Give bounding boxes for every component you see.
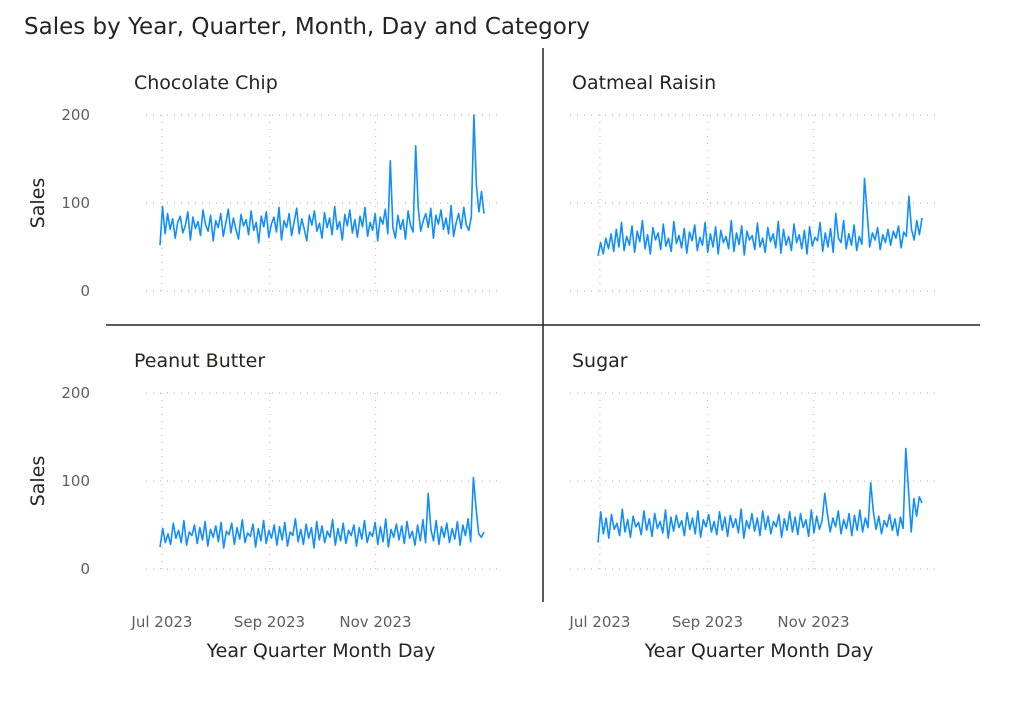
y-tick-label: 100: [61, 472, 90, 490]
x-tick-label: Nov 2023: [339, 613, 411, 631]
panel-sugar: Sugar Jul 2023 Sep 2023 Nov 2023: [568, 350, 935, 631]
y-tick-label: 200: [61, 384, 90, 402]
x-axis-title-left: Year Quarter Month Day: [206, 640, 436, 662]
y-tick-label: 200: [61, 106, 90, 124]
panel-chocolate-chip: Chocolate Chip 0 100 200: [61, 72, 497, 300]
y-tick-label: 0: [80, 560, 90, 578]
x-tick-label: Jul 2023: [130, 613, 192, 631]
panel-oatmeal-raisin: Oatmeal Raisin: [570, 72, 935, 292]
chart-title: Sales by Year, Quarter, Month, Day and C…: [24, 14, 590, 40]
panel-title: Peanut Butter: [134, 350, 265, 372]
panel-title: Sugar: [572, 350, 628, 372]
series-line: [159, 476, 485, 549]
x-tick-label: Jul 2023: [568, 613, 630, 631]
series-line: [597, 447, 923, 543]
x-tick-label: Sep 2023: [234, 613, 305, 631]
y-axis-title-bottom: Sales: [27, 456, 49, 507]
x-axis-title-right: Year Quarter Month Day: [644, 640, 874, 662]
panel-title: Oatmeal Raisin: [572, 72, 716, 94]
panel-peanut-butter: Peanut Butter 0 100 200 Jul 2023 Sep 2023 Nov …: [61, 350, 497, 631]
y-axis-title-top: Sales: [27, 178, 49, 229]
series-line: [159, 114, 485, 246]
series-line: [597, 177, 923, 256]
x-tick-label: Sep 2023: [672, 613, 743, 631]
x-tick-label: Nov 2023: [777, 613, 849, 631]
y-tick-label: 0: [80, 282, 90, 300]
panels-layer: Chocolate Chip 0 100 200 Oatmeal Raisin Peanu…: [61, 72, 935, 631]
y-tick-label: 100: [61, 194, 90, 212]
panel-title: Chocolate Chip: [134, 72, 278, 94]
